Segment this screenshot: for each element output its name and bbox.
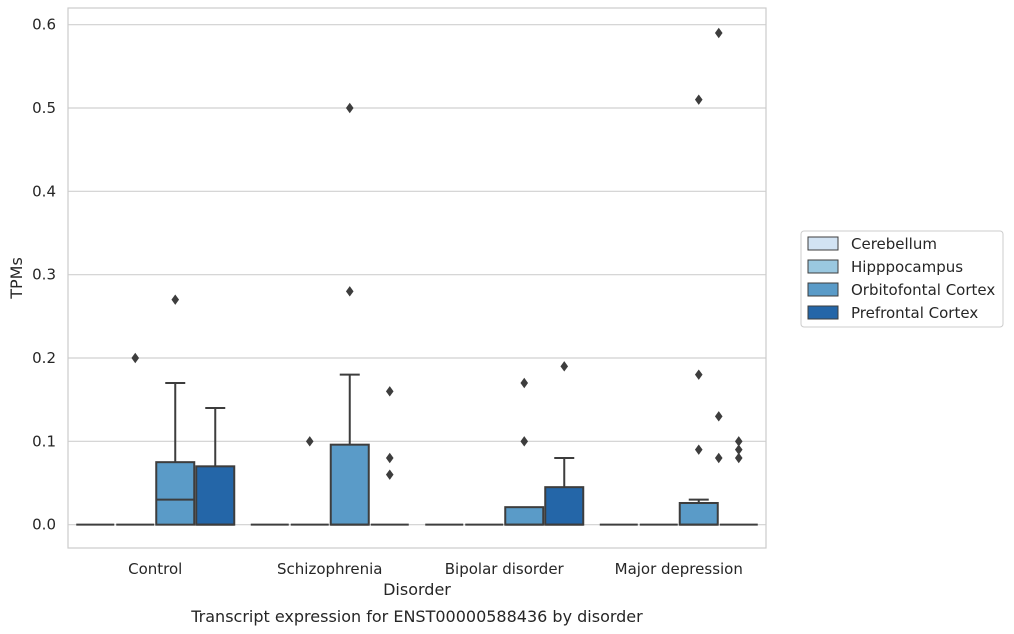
chart-caption: Transcript expression for ENST0000058843… (190, 607, 643, 626)
outlier-point (734, 436, 743, 447)
legend-label: Hipppocampus (851, 258, 963, 276)
x-tick-label: Bipolar disorder (445, 560, 565, 578)
box-body (329, 443, 370, 526)
outlier-point (520, 377, 529, 389)
y-axis-title: TPMs (7, 257, 26, 300)
outlier-point (734, 452, 743, 464)
box-prefrontal-cortex (195, 407, 236, 526)
plot-background (68, 8, 766, 548)
outlier-point (345, 286, 354, 297)
box-orbitofontal-cortex (155, 382, 196, 526)
outlier-points (131, 27, 743, 480)
outlier-point (714, 452, 723, 464)
box-plots (76, 373, 758, 526)
legend-swatch (807, 259, 839, 274)
y-tick-label: 0.1 (32, 432, 56, 450)
box-orbitofontal-cortex (678, 498, 719, 526)
y-tick-label: 0.5 (32, 99, 56, 117)
box-body (195, 465, 236, 526)
y-tick-label: 0.0 (32, 516, 56, 534)
x-tick-labels: Control Schizophrenia Bipolar disorder Majo… (128, 560, 743, 578)
box-body (504, 506, 545, 526)
legend-swatch (807, 282, 839, 297)
outlier-point (714, 27, 723, 39)
legend-label: Cerebellum (851, 235, 937, 253)
y-tick-label: 0.3 (32, 266, 56, 284)
outlier-point (305, 436, 314, 447)
y-tick-labels: 0.0 0.1 0.2 0.3 0.4 0.5 0.6 (32, 16, 56, 534)
x-axis-title: Disorder (383, 580, 451, 599)
box-prefrontal-cortex (544, 457, 585, 526)
y-tick-label: 0.2 (32, 349, 56, 367)
box-orbitofontal-cortex (504, 506, 545, 526)
outlier-point (385, 452, 394, 464)
legend-swatch (807, 236, 839, 251)
box-body (544, 486, 585, 526)
outlier-point (714, 411, 723, 422)
outlier-point (385, 386, 394, 397)
legend-frame (800, 230, 1004, 328)
outlier-point (520, 436, 529, 447)
outlier-point (345, 102, 354, 114)
x-tick-label: Schizophrenia (277, 560, 382, 578)
plot-frame (67, 7, 767, 549)
outlier-point (734, 444, 743, 455)
x-tick-label: Control (128, 560, 182, 578)
outlier-point (694, 94, 703, 105)
box-orbitofontal-cortex (329, 373, 370, 526)
outlier-point (694, 369, 703, 380)
box-body (155, 461, 196, 526)
legend-label: Prefrontal Cortex (851, 304, 978, 322)
x-tick-label: Major depression (615, 560, 743, 578)
outlier-point (694, 444, 703, 455)
y-tick-label: 0.6 (32, 16, 56, 34)
outlier-point (131, 352, 140, 364)
outlier-point (171, 294, 180, 305)
legend-swatch (807, 305, 839, 320)
box-body (678, 502, 719, 526)
outlier-point (560, 361, 569, 372)
legend: Cerebellum Hipppocampus Orbitofontal Corte… (800, 230, 1004, 328)
y-tick-label: 0.4 (32, 182, 56, 200)
legend-label: Orbitofontal Cortex (851, 281, 995, 299)
outlier-point (385, 469, 394, 480)
